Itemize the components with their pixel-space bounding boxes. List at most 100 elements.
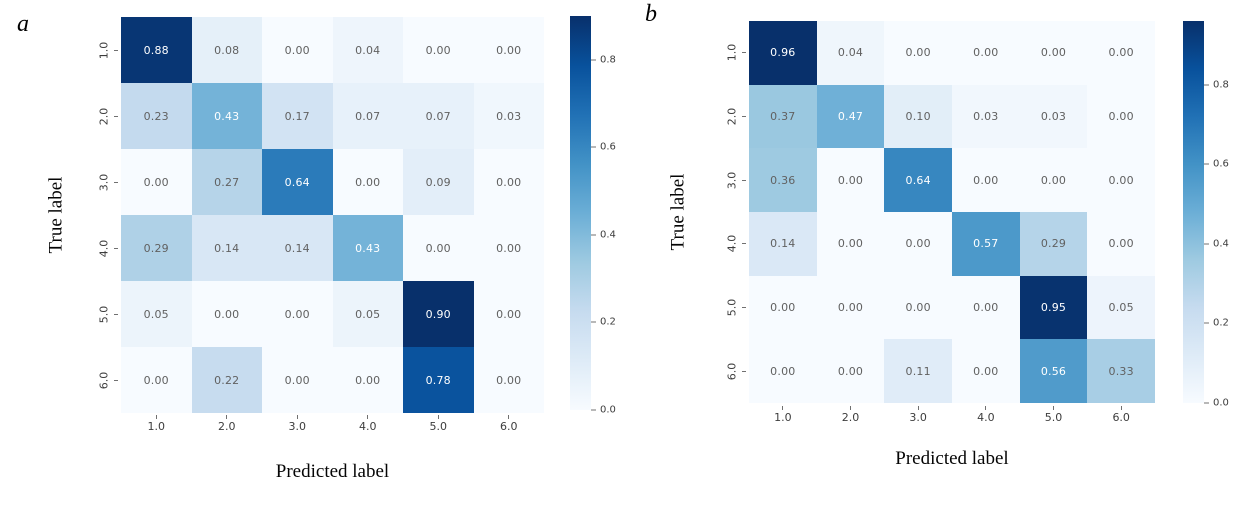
y-tick-label: 1.0 (90, 17, 118, 83)
heatmap-cell: 0.10 (884, 84, 952, 149)
colorbar-tick-label: 0.4 (591, 229, 616, 240)
panel-b-heatmap: 0.96 0.04 0.00 0.00 0.00 0.00 0.37 0.47 0.10 0.03… (749, 21, 1155, 403)
panel-b-x-tick-labels: 1.0 2.0 3.0 4.0 5.0 6.0 (749, 406, 1155, 424)
heatmap-cell: 0.00 (816, 212, 885, 276)
heatmap-cell: 0.00 (332, 149, 403, 215)
heatmap-cell: 0.00 (884, 275, 952, 340)
heatmap-cell: 0.00 (1087, 148, 1155, 212)
heatmap-cell: 0.05 (1087, 275, 1155, 340)
y-tick-label: 2.0 (718, 85, 746, 149)
heatmap-cell: 0.00 (121, 149, 192, 215)
heatmap-cell: 0.00 (951, 21, 1020, 85)
x-tick-label: 4.0 (333, 415, 404, 433)
x-tick-label: 1.0 (121, 415, 192, 433)
heatmap-cell: 0.00 (951, 148, 1020, 212)
heatmap-cell: 0.11 (884, 339, 952, 403)
y-tick-label: 3.0 (90, 149, 118, 215)
panel-b-colorbar (1183, 21, 1204, 403)
colorbar-tick-label: 0.0 (591, 405, 616, 416)
x-tick-label: 6.0 (1087, 406, 1155, 424)
x-tick-label: 5.0 (1020, 406, 1088, 424)
panel-a-y-axis-title: True label (45, 176, 66, 254)
colorbar-tick-label: 0.6 (1204, 159, 1229, 170)
heatmap-cell: 0.07 (332, 83, 403, 149)
heatmap-cell: 0.00 (473, 347, 544, 413)
panel-a-x-axis-title: Predicted label (275, 461, 390, 482)
heatmap-cell: 0.43 (332, 215, 403, 281)
heatmap-cell: 0.96 (749, 21, 817, 85)
heatmap-cell: 0.05 (332, 281, 403, 347)
heatmap-cell: 0.03 (1019, 84, 1088, 149)
heatmap-cell: 0.04 (332, 17, 403, 83)
heatmap-cell: 0.95 (1019, 275, 1088, 340)
heatmap-cell: 0.05 (121, 281, 192, 347)
heatmap-cell: 0.00 (951, 275, 1020, 340)
heatmap-cell: 0.64 (262, 149, 333, 215)
heatmap-cell: 0.00 (1087, 21, 1155, 85)
panel-b-y-tick-labels: 1.0 2.0 3.0 4.0 5.0 6.0 (718, 21, 746, 403)
heatmap-cell: 0.00 (951, 339, 1020, 403)
colorbar-tick-label: 0.8 (591, 54, 616, 65)
heatmap-cell: 0.22 (191, 347, 262, 413)
x-tick-label: 6.0 (474, 415, 545, 433)
heatmap-cell: 0.36 (749, 148, 817, 212)
heatmap-cell: 0.00 (816, 275, 885, 340)
x-tick-label: 4.0 (952, 406, 1020, 424)
heatmap-cell: 0.23 (121, 83, 192, 149)
y-tick-label: 2.0 (90, 83, 118, 149)
heatmap-cell: 0.00 (121, 347, 192, 413)
heatmap-cell: 0.00 (473, 281, 544, 347)
heatmap-cell: 0.00 (749, 275, 817, 340)
panel-a-colorbar (570, 16, 591, 410)
heatmap-cell: 0.17 (262, 83, 333, 149)
heatmap-cell: 0.90 (403, 281, 474, 347)
y-tick-label: 3.0 (718, 148, 746, 212)
panel-a-y-axis-title-box: True label (40, 17, 72, 413)
heatmap-cell: 0.29 (1019, 212, 1088, 276)
x-tick-label: 2.0 (192, 415, 263, 433)
heatmap-cell: 0.07 (403, 83, 474, 149)
heatmap-cell: 0.29 (121, 215, 192, 281)
colorbar-tick-label: 0.2 (591, 317, 616, 328)
y-tick-label: 6.0 (718, 339, 746, 403)
heatmap-cell: 0.47 (816, 84, 885, 149)
heatmap-cell: 0.78 (403, 347, 474, 413)
heatmap-cell: 0.00 (884, 212, 952, 276)
x-tick-label: 1.0 (749, 406, 817, 424)
heatmap-cell: 0.00 (749, 339, 817, 403)
y-tick-label: 5.0 (90, 281, 118, 347)
panel-b-y-axis-title-box: True label (662, 21, 694, 403)
y-tick-label: 1.0 (718, 21, 746, 85)
heatmap-cell: 0.00 (816, 148, 885, 212)
heatmap-cell: 0.00 (403, 215, 474, 281)
heatmap-cell: 0.00 (262, 17, 333, 83)
heatmap-cell: 0.03 (473, 83, 544, 149)
y-tick-label: 5.0 (718, 276, 746, 340)
heatmap-cell: 0.37 (749, 84, 817, 149)
panel-b-y-axis-title: True label (667, 173, 688, 251)
x-tick-label: 3.0 (262, 415, 333, 433)
heatmap-cell: 0.08 (191, 17, 262, 83)
panel-a-label: a (17, 11, 29, 37)
colorbar-tick-label: 0.8 (1204, 79, 1229, 90)
heatmap-cell: 0.43 (191, 83, 262, 149)
y-tick-label: 4.0 (90, 215, 118, 281)
heatmap-cell: 0.00 (191, 281, 262, 347)
heatmap-cell: 0.88 (121, 17, 192, 83)
x-tick-label: 3.0 (884, 406, 952, 424)
heatmap-cell: 0.00 (816, 339, 885, 403)
heatmap-cell: 0.00 (262, 281, 333, 347)
heatmap-cell: 0.00 (1019, 21, 1088, 85)
heatmap-cell: 0.00 (403, 17, 474, 83)
heatmap-cell: 0.00 (473, 149, 544, 215)
heatmap-cell: 0.56 (1019, 339, 1088, 403)
colorbar-tick-label: 0.6 (591, 142, 616, 153)
heatmap-cell: 0.14 (749, 212, 817, 276)
x-tick-label: 5.0 (403, 415, 474, 433)
heatmap-cell: 0.00 (1087, 84, 1155, 149)
colorbar-tick-label: 0.0 (1204, 398, 1229, 409)
heatmap-cell: 0.00 (884, 21, 952, 85)
heatmap-cell: 0.03 (951, 84, 1020, 149)
panel-a-heatmap: 0.88 0.08 0.00 0.04 0.00 0.00 0.23 0.43 0.17 0.07… (121, 17, 544, 413)
heatmap-cell: 0.00 (1019, 148, 1088, 212)
